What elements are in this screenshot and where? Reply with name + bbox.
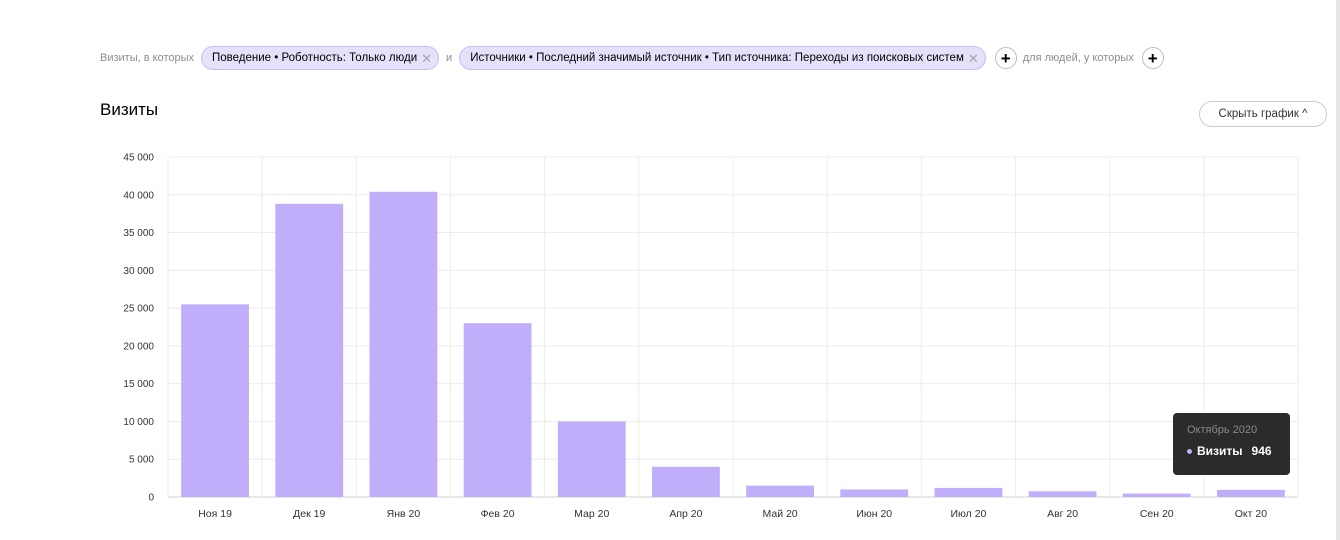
close-icon[interactable]: ✕ (421, 50, 433, 66)
x-tick-label: Июн 20 (856, 508, 892, 520)
close-icon[interactable]: ✕ (967, 50, 979, 66)
chart-tooltip: Октябрь 2020 Визиты 946 (1173, 413, 1290, 475)
chart-title: Визиты (100, 100, 159, 119)
bar (652, 466, 720, 497)
add-people-filter-button[interactable]: + (1141, 47, 1164, 69)
x-tick-label: Апр 20 (669, 508, 702, 520)
tooltip-title: Октябрь 2020 (1187, 424, 1258, 436)
bar (275, 203, 344, 497)
bar (934, 487, 1003, 497)
filter-chip-source[interactable]: Источники • Последний значимый источник … (459, 46, 986, 70)
series-dot-icon (1187, 448, 1192, 454)
y-tick-label: 35 000 (123, 228, 154, 239)
y-tick-label: 45 000 (123, 153, 154, 164)
bar (1217, 489, 1285, 497)
filter-chip-label: Источники • Последний значимый источник … (470, 52, 964, 64)
x-tick-label: Окт 20 (1235, 508, 1267, 520)
y-tick-label: 15 000 (123, 379, 154, 390)
x-tick-label: Сен 20 (1140, 508, 1174, 520)
bar (840, 489, 909, 497)
x-tick-label: Янв 20 (387, 508, 421, 520)
bar (1122, 493, 1191, 497)
tooltip-row: Визиты 946 (1187, 444, 1290, 458)
y-tick-label: 5 000 (129, 455, 154, 466)
plus-icon: + (1000, 48, 1011, 68)
add-visit-filter-button[interactable]: + (994, 47, 1017, 69)
bar (369, 191, 438, 497)
x-tick-label: Ноя 19 (198, 508, 232, 520)
people-filter-label: для людей, у которых (1022, 52, 1134, 64)
x-tick-label: Фев 20 (481, 508, 515, 520)
y-tick-label: 10 000 (123, 417, 154, 428)
bar (463, 323, 532, 497)
bar (557, 421, 626, 497)
bar (1028, 491, 1097, 497)
filter-chip-label: Поведение • Роботность: Только люди (212, 52, 418, 64)
filter-prefix: Визиты, в которых (100, 52, 194, 64)
hide-chart-button[interactable]: Скрыть график ^ (1199, 101, 1327, 127)
y-tick-label: 40 000 (123, 190, 154, 201)
x-tick-label: Май 20 (762, 508, 797, 520)
plus-icon: + (1147, 48, 1158, 68)
x-tick-label: Дек 19 (293, 508, 325, 520)
tooltip-series-label: Визиты (1197, 444, 1243, 458)
tooltip-value: 946 (1251, 444, 1272, 458)
page-scrollbar[interactable] (1336, 0, 1340, 540)
x-tick-label: Авг 20 (1047, 508, 1078, 520)
y-tick-label: 25 000 (123, 304, 154, 315)
x-tick-label: Июл 20 (950, 508, 986, 520)
bar (181, 304, 249, 497)
filter-joiner: и (446, 52, 453, 64)
x-tick-label: Мар 20 (574, 508, 609, 520)
filter-bar: Визиты, в которых Поведение • Роботность… (100, 45, 1170, 71)
y-tick-label: 20 000 (123, 341, 154, 352)
y-tick-label: 30 000 (123, 266, 154, 277)
filter-chip-robotness[interactable]: Поведение • Роботность: Только люди ✕ (201, 46, 440, 70)
bar (746, 485, 814, 497)
y-tick-label: 0 (148, 493, 154, 504)
